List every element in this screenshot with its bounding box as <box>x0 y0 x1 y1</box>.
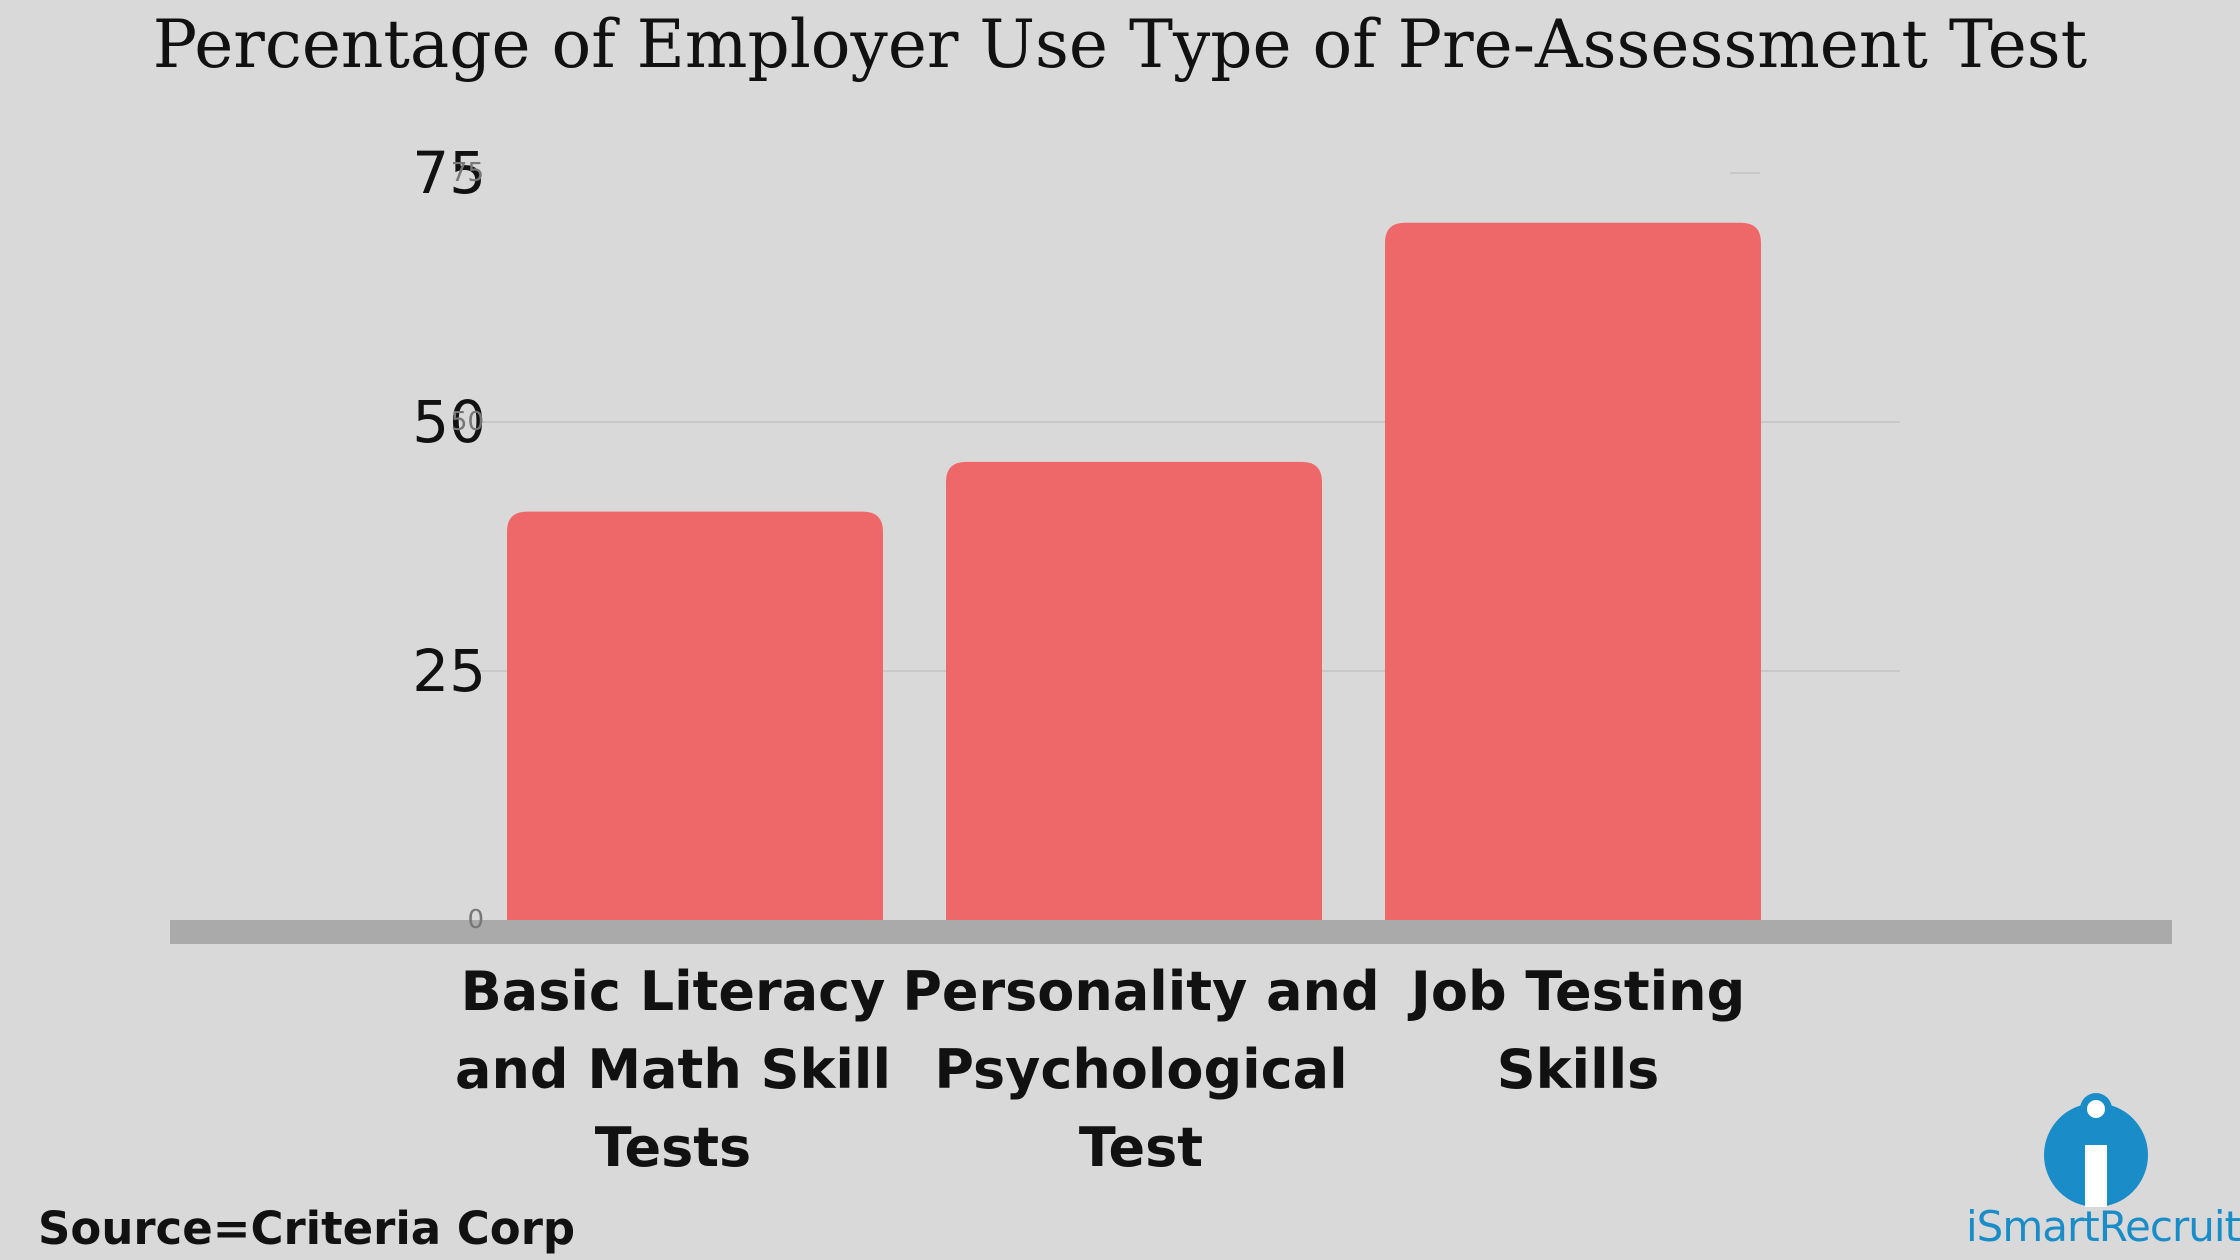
x-axis-line <box>170 920 2172 944</box>
chart-title: Percentage of Employer Use Type of Pre-A… <box>152 6 2088 83</box>
source-note: Source=Criteria Corp <box>38 1202 576 1255</box>
ismartrecruit-logo-icon <box>2044 1093 2148 1207</box>
bar-1 <box>507 511 883 920</box>
x-tick-label-3: Job Testing Skills <box>1407 960 1746 1101</box>
bar-2 <box>946 461 1322 920</box>
y-tick-label-50: 50 <box>412 388 486 456</box>
y-tick-label-small-50: 50 <box>451 407 484 437</box>
ismartrecruit-logo: iSmartRecruit <box>1966 1090 2240 1260</box>
bar-3 <box>1385 222 1761 921</box>
bars <box>507 222 1761 921</box>
x-tick-label-1: Basic Literacy and Math Skill Tests <box>455 960 891 1179</box>
y-tick-label-25: 25 <box>412 637 486 705</box>
y-tick-label-small-0: 0 <box>467 905 484 935</box>
logo-wordmark: iSmartRecruit <box>1966 1202 2240 1251</box>
x-tick-label-2: Personality and Psychological Test <box>902 960 1379 1179</box>
x-axis-categories: Basic Literacy and Math Skill TestsPersona… <box>455 960 1745 1179</box>
y-tick-label-75: 75 <box>412 139 486 207</box>
y-tick-label-small-75: 75 <box>451 158 484 188</box>
